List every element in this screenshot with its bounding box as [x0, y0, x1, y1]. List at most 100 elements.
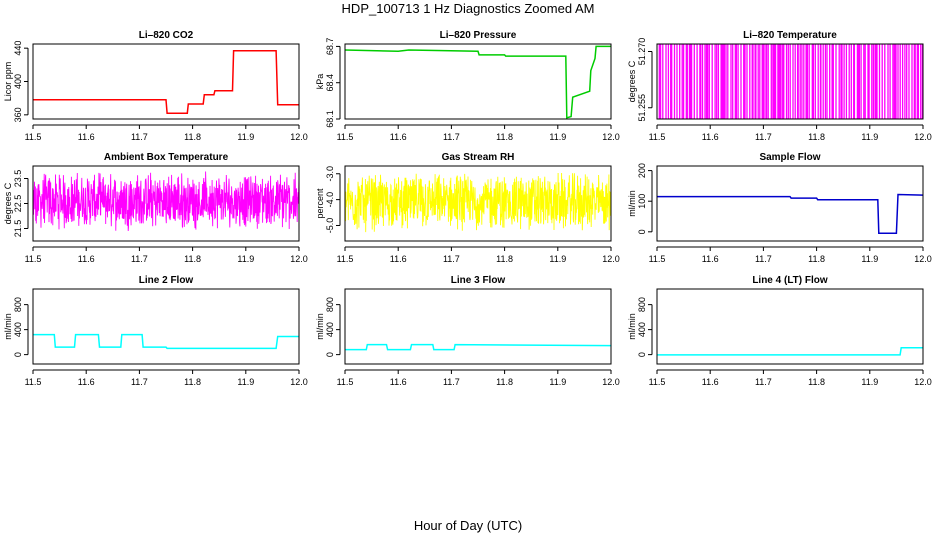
plot-frame — [344, 43, 612, 120]
y-axis: 0 400 800 — [637, 297, 653, 357]
plot-area — [657, 193, 923, 235]
x-tick-label: 11.6 — [702, 377, 719, 387]
x-tick-label: 11.8 — [496, 377, 513, 387]
x-tick-label: 11.5 — [337, 132, 354, 142]
y-tick-label: 200 — [637, 163, 647, 178]
y-tick-label: -4.0 — [325, 192, 335, 208]
x-tick-label: 11.5 — [25, 254, 42, 264]
panel-title: Li–820 Temperature — [743, 30, 837, 41]
x-tick-label: 11.9 — [549, 254, 566, 264]
y-tick-label: 800 — [325, 297, 335, 312]
y-axis-label: degrees C — [627, 60, 637, 102]
x-tick-label: 11.8 — [496, 132, 513, 142]
y-tick-label: 100 — [637, 194, 647, 209]
x-tick-label: 11.9 — [861, 377, 878, 387]
x-tick-label: 12.0 — [914, 254, 932, 264]
x-tick-label: 11.6 — [78, 377, 95, 387]
plot-frame — [32, 43, 300, 120]
series-line — [33, 333, 299, 350]
x-tick-label: 12.0 — [290, 377, 308, 387]
plot-frame — [32, 288, 300, 365]
panel-4: Ambient Box Temperature degrees C 11.5 11.6… — [3, 152, 308, 264]
y-axis-label: degrees C — [3, 182, 13, 224]
y-axis: 21.5 22.5 23.5 — [13, 170, 29, 238]
series-line — [657, 44, 923, 119]
y-tick-label: -5.0 — [325, 218, 335, 234]
x-axis: 11.5 11.6 11.7 11.8 11.9 12.0 — [337, 246, 620, 264]
x-tick-label: 11.6 — [390, 254, 407, 264]
x-axis: 11.5 11.6 11.7 11.8 11.9 12.0 — [649, 246, 932, 264]
y-tick-label: 0 — [637, 229, 647, 234]
panel-title: Gas Stream RH — [442, 152, 515, 163]
y-tick-label: 68.1 — [325, 110, 335, 128]
figure-title: HDP_100713 1 Hz Diagnostics Zoomed AM — [341, 1, 595, 16]
x-tick-label: 11.7 — [131, 254, 148, 264]
x-tick-label: 11.8 — [184, 132, 201, 142]
panel-2: Li–820 Pressure kPa 11.5 11.6 11.7 11.8 11.9 12… — [315, 30, 620, 142]
x-tick-label: 11.8 — [184, 254, 201, 264]
x-tick-label: 11.7 — [443, 377, 460, 387]
x-tick-label: 12.0 — [914, 377, 932, 387]
series-line — [657, 347, 923, 356]
plot-frame — [656, 165, 924, 242]
y-tick-label: 0 — [325, 352, 335, 357]
x-tick-label: 11.5 — [337, 377, 354, 387]
panel-6: Sample Flow ml/min 11.5 11.6 11.7 11.8 11.9 12.… — [627, 152, 932, 264]
y-axis: 0 400 800 — [13, 297, 29, 357]
x-axis: 11.5 11.6 11.7 11.8 11.9 12.0 — [337, 124, 620, 142]
x-tick-label: 11.8 — [808, 254, 825, 264]
x-tick-label: 12.0 — [290, 254, 308, 264]
series-line — [33, 171, 299, 232]
x-tick-label: 11.8 — [808, 377, 825, 387]
x-tick-label: 12.0 — [290, 132, 308, 142]
x-axis: 11.5 11.6 11.7 11.8 11.9 12.0 — [25, 369, 308, 387]
plot-area — [657, 44, 923, 119]
x-tick-label: 11.9 — [237, 132, 254, 142]
y-axis-label: Licor ppm — [3, 62, 13, 102]
plot-area — [657, 347, 923, 356]
series-line — [345, 45, 611, 119]
y-tick-label: 21.5 — [13, 220, 23, 238]
x-axis: 11.5 11.6 11.7 11.8 11.9 12.0 — [649, 124, 932, 142]
x-axis: 11.5 11.6 11.7 11.8 11.9 12.0 — [649, 369, 932, 387]
x-tick-label: 11.6 — [702, 254, 719, 264]
x-tick-label: 11.9 — [549, 132, 566, 142]
x-tick-label: 11.7 — [443, 254, 460, 264]
panel-title: Ambient Box Temperature — [104, 152, 229, 163]
y-axis: 360 400 440 — [13, 41, 29, 122]
y-tick-label: 51.270 — [637, 38, 647, 66]
x-tick-label: 12.0 — [914, 132, 932, 142]
plot-frame — [32, 165, 300, 242]
series-line — [33, 49, 299, 114]
plot-frame — [656, 288, 924, 365]
x-tick-label: 11.7 — [443, 132, 460, 142]
panel-7: Line 2 Flow ml/min 11.5 11.6 11.7 11.8 11.9 12.… — [3, 275, 308, 387]
y-axis-label: ml/min — [3, 313, 13, 340]
x-tick-label: 11.9 — [237, 254, 254, 264]
x-tick-label: 11.7 — [755, 254, 772, 264]
plot-area — [33, 171, 299, 232]
y-axis-label: ml/min — [315, 313, 325, 340]
y-axis: 0 400 800 — [325, 297, 341, 357]
series-line — [345, 343, 611, 351]
y-axis-label: ml/min — [627, 190, 637, 217]
x-tick-label: 11.6 — [78, 132, 95, 142]
x-tick-label: 11.9 — [861, 132, 878, 142]
x-tick-label: 11.6 — [78, 254, 95, 264]
y-tick-label: 23.5 — [13, 170, 23, 188]
y-tick-label: -3.0 — [325, 166, 335, 182]
panel-8: Line 3 Flow ml/min 11.5 11.6 11.7 11.8 11.9 12.… — [315, 275, 620, 387]
panel-title: Line 4 (LT) Flow — [752, 275, 828, 286]
series-line — [657, 193, 923, 235]
y-tick-label: 800 — [637, 297, 647, 312]
plot-frame — [656, 43, 924, 120]
series-line — [345, 172, 611, 233]
panel-title: Li–820 CO2 — [139, 30, 194, 41]
x-tick-label: 11.6 — [702, 132, 719, 142]
y-tick-label: 0 — [13, 352, 23, 357]
x-tick-label: 12.0 — [602, 132, 620, 142]
plot-frame — [344, 165, 612, 242]
